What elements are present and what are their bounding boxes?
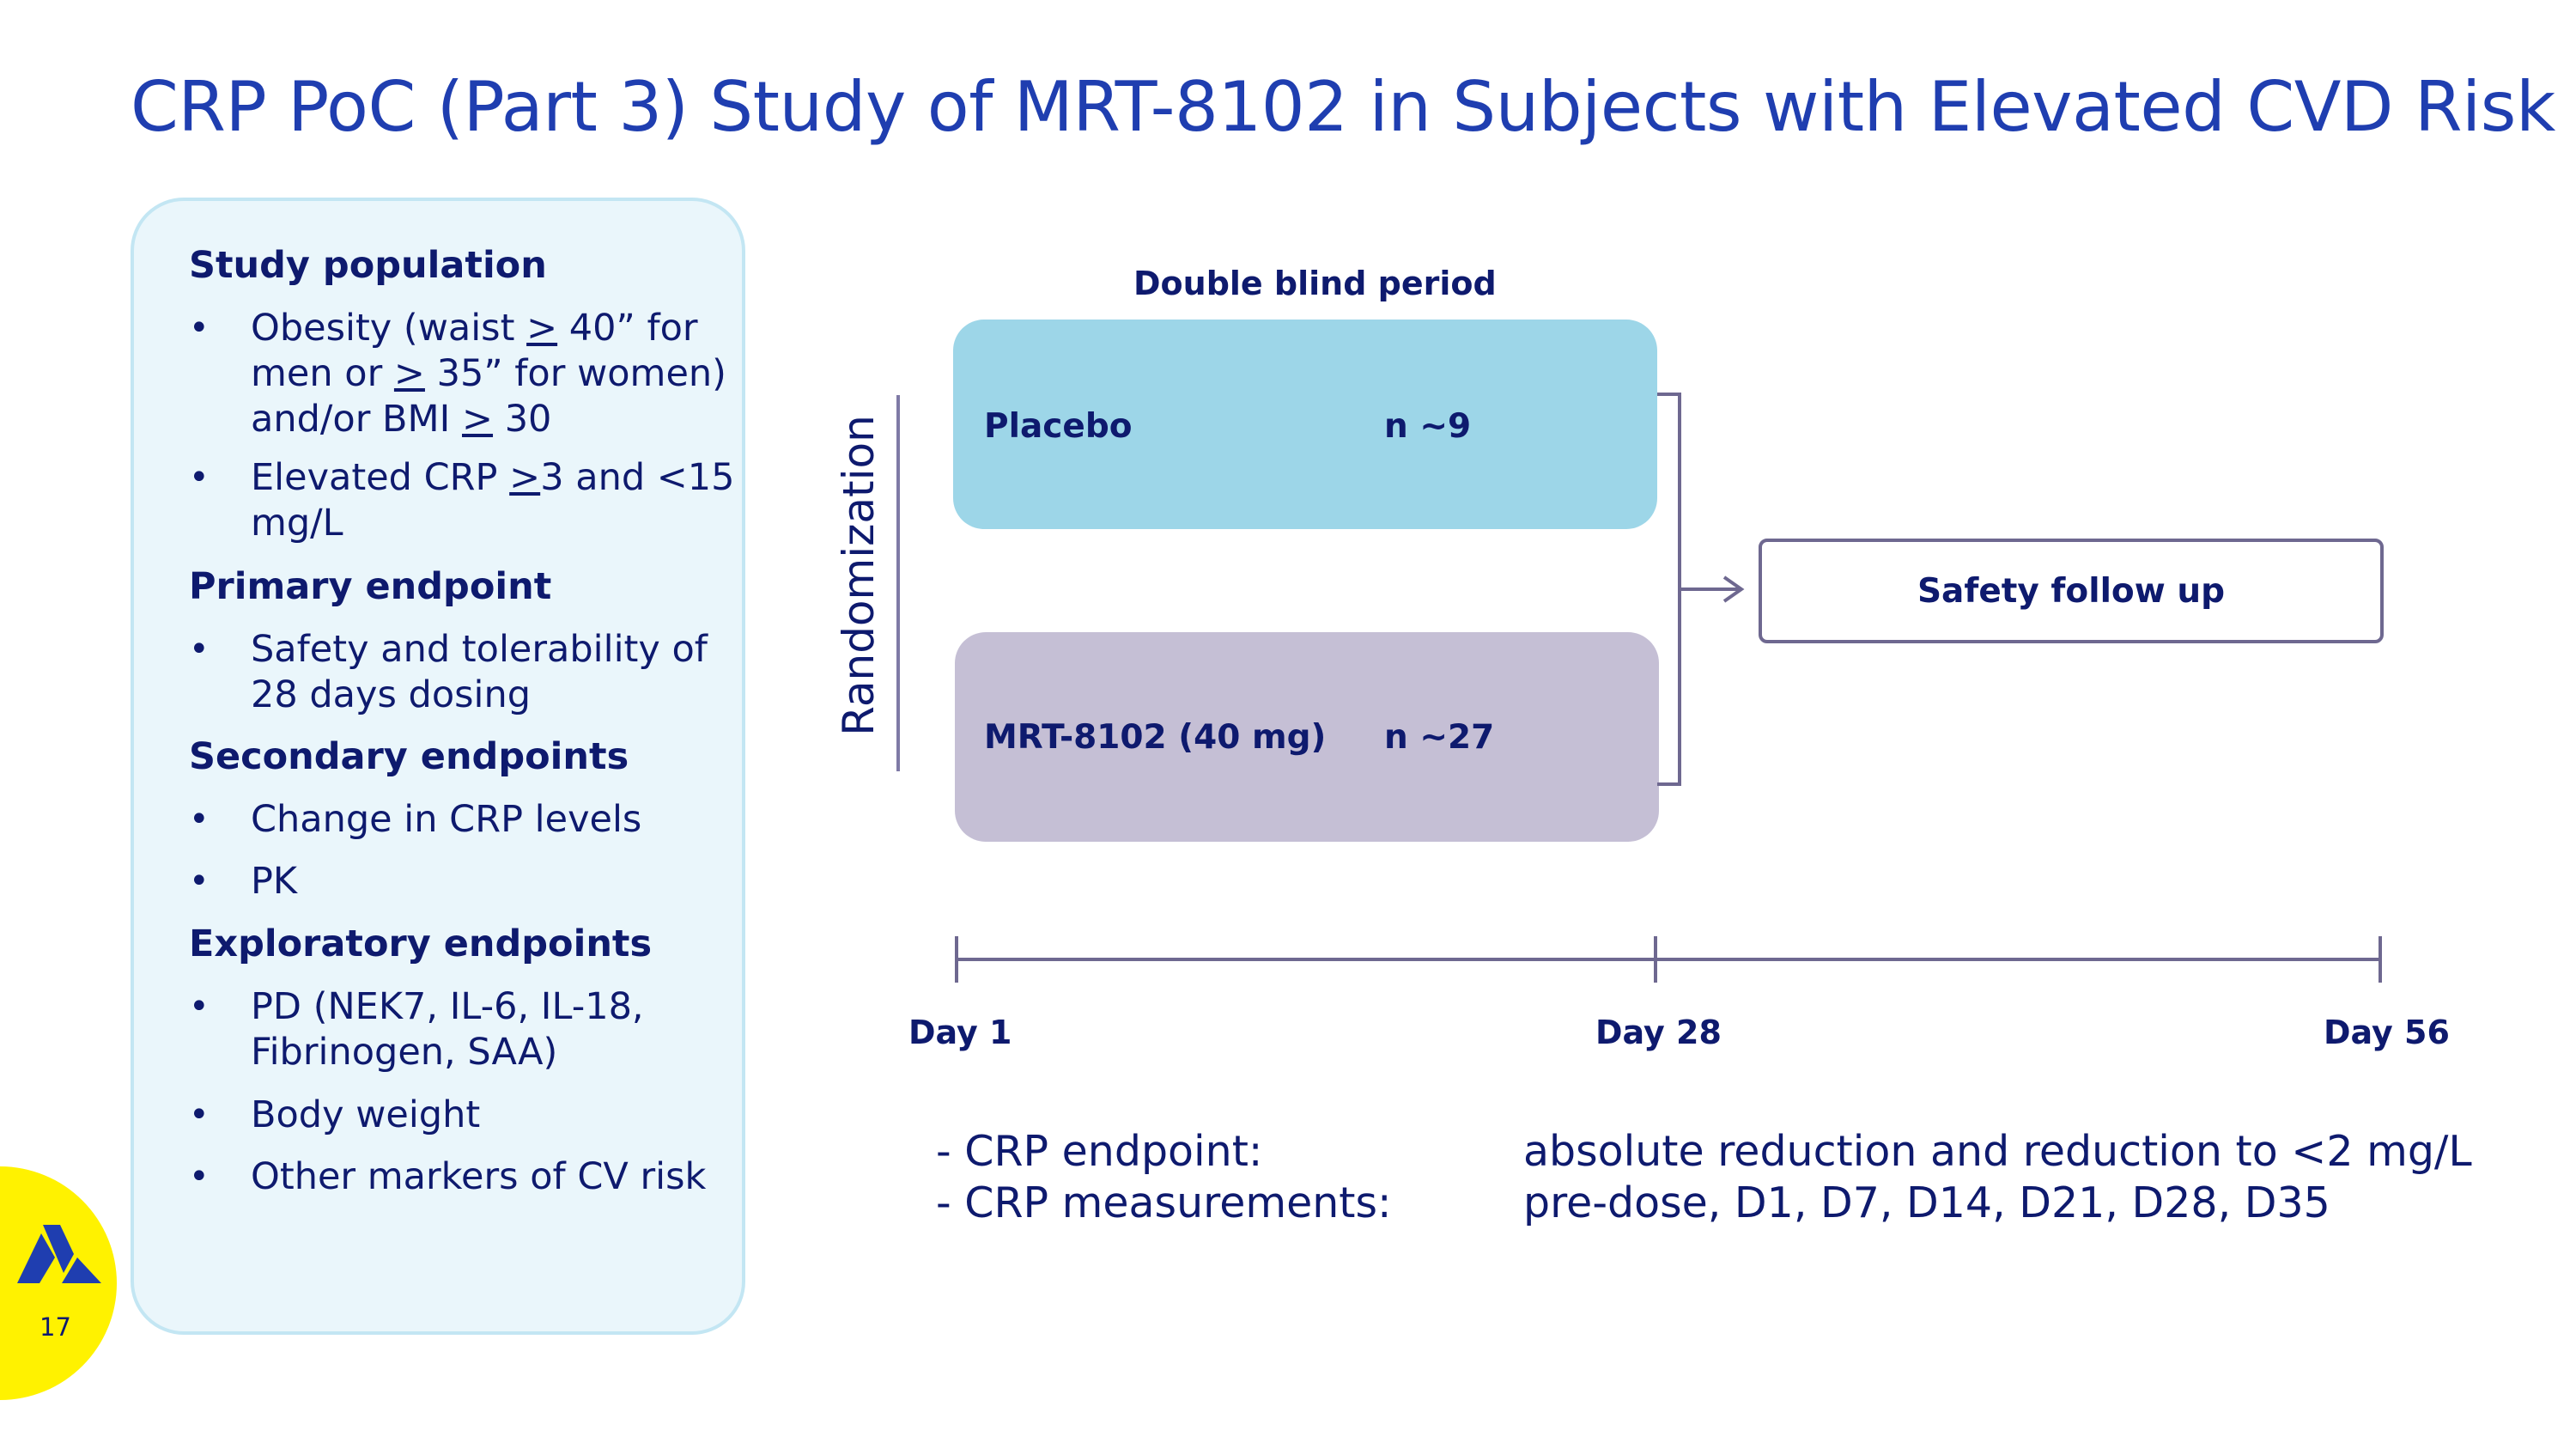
timeline-label-day28: Day 28 [1595,1014,1722,1051]
timeline-label-day56: Day 56 [2324,1014,2450,1051]
bullet: • [189,458,210,497]
drug-arm-box [955,632,1659,842]
drug-n: n ~27 [1384,718,1495,757]
crp-measurements-label: - CRP measurements: [936,1178,1392,1227]
primary-endpoint-text: Safety and tolerability of 28 days dosin… [251,628,708,716]
crp-measurements-value: pre-dose, D1, D7, D14, D21, D28, D35 [1523,1178,2330,1227]
exploratory-endpoint-text: Body weight [251,1093,481,1136]
secondary-endpoints-heading: Secondary endpoints [189,735,629,778]
crp-endpoint-label: - CRP endpoint: [936,1127,1263,1176]
crp-endpoint-value: absolute reduction and reduction to <2 m… [1523,1127,2472,1176]
primary-endpoint-heading: Primary endpoint [189,565,552,608]
drug-label: MRT-8102 (40 mg) [984,718,1327,757]
bullet: • [189,800,210,839]
study-timeline [955,936,2382,983]
obesity-criterion: Obesity (waist > 40” for men or > 35” fo… [251,307,726,441]
bullet: • [189,630,210,669]
exploratory-endpoint-text: PD (NEK7, IL-6, IL-18, Fibrinogen, SAA) [251,985,644,1074]
double-blind-period-label: Double blind period [1133,265,1497,302]
page-number: 17 [39,1312,71,1342]
bullet: • [189,861,210,901]
placebo-n: n ~9 [1384,407,1472,446]
bullet: • [189,308,210,348]
randomization-line [896,395,900,771]
placebo-arm-box [953,320,1657,529]
slide-title: CRP PoC (Part 3) Study of MRT-8102 in Su… [131,67,2555,147]
study-design-panel: Study population • Obesity (waist > 40” … [131,198,745,1335]
secondary-endpoint-text: PK [251,860,298,903]
exploratory-endpoint-text: Other markers of CV risk [251,1155,707,1198]
placebo-label: Placebo [984,407,1133,446]
bullet: • [189,1157,210,1196]
study-population-heading: Study population [189,244,547,287]
arms-merge-bracket [1657,393,1681,786]
safety-follow-up-box: Safety follow up [1759,539,2384,643]
crp-criterion: Elevated CRP >3 and <15 mg/L [251,456,735,545]
bullet: • [189,1095,210,1135]
safety-follow-up-label: Safety follow up [1917,571,2226,611]
timeline-label-day1: Day 1 [908,1014,1012,1051]
arrow-right-icon [1681,575,1745,603]
randomization-label: Randomization [834,415,884,736]
bullet: • [189,987,210,1026]
company-logo-icon [17,1225,101,1283]
secondary-endpoint-text: Change in CRP levels [251,798,642,841]
exploratory-endpoints-heading: Exploratory endpoints [189,922,653,965]
